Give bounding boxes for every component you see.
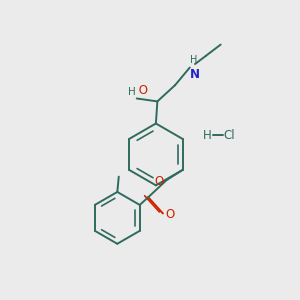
Text: O: O — [165, 208, 175, 221]
Text: Cl: Cl — [224, 129, 235, 142]
Text: O: O — [135, 84, 148, 97]
Text: N: N — [190, 68, 200, 81]
Text: O: O — [155, 175, 164, 188]
Text: H: H — [190, 55, 197, 65]
Text: H: H — [202, 129, 211, 142]
Text: H: H — [128, 87, 135, 97]
